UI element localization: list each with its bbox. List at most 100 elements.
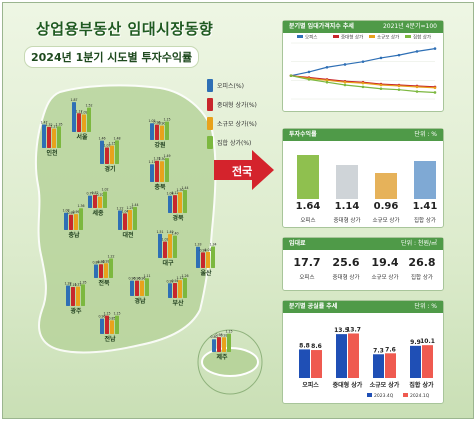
region-bar-서울-3 bbox=[87, 107, 91, 132]
rent-collective-label: 집합 상가 bbox=[411, 275, 433, 281]
rent-panel-header: 임대료 단위 : 천원/㎡ bbox=[283, 238, 443, 250]
rent-large-value: 25.6 bbox=[332, 256, 360, 269]
building-illustrations bbox=[297, 155, 436, 199]
region-bar-대전-3 bbox=[133, 206, 137, 230]
trend-point-집합 상가-4 bbox=[361, 85, 365, 89]
rent-office-value: 17.7 bbox=[293, 256, 321, 269]
trend-legend-swatch-오피스 bbox=[297, 35, 303, 38]
region-value-부산-3: 1.26 bbox=[181, 274, 188, 278]
page-subtitle: 2024년 1분기 시도별 투자수익률 bbox=[24, 46, 200, 68]
trend-legend-swatch-소규모 상가 bbox=[369, 35, 375, 38]
trend-legend-label-오피스: 오피스 bbox=[305, 34, 317, 41]
trend-legend-label-집합 상가: 집합 상가 bbox=[413, 34, 431, 41]
vacancy-bar-집합 상가-2023.4Q bbox=[410, 345, 421, 378]
region-bar-울산-1 bbox=[201, 252, 205, 268]
region-value-대구-3: 1.40 bbox=[171, 232, 178, 236]
region-value-대전-0: 1.22 bbox=[116, 206, 123, 210]
region-value-전북-2: 0.92 bbox=[102, 259, 109, 263]
trend-point-오피스-4 bbox=[361, 60, 365, 63]
vacancy-category-소규모 상가: 소규모 상가 bbox=[370, 381, 400, 389]
region-bar-제주-3 bbox=[227, 333, 231, 352]
region-label-경남: 경남 bbox=[134, 297, 146, 305]
region-value-전북-3: 1.22 bbox=[107, 254, 114, 258]
region-bar-대전-0 bbox=[118, 210, 122, 230]
vacancy-legend-swatch-2024.1Q bbox=[403, 393, 408, 397]
region-bar-충남-2 bbox=[74, 214, 78, 230]
region-value-대구-2: 1.49 bbox=[166, 230, 173, 234]
region-value-제주-1: 0.93 bbox=[215, 333, 222, 337]
rent-index-panel-header: 분기별 임대가격지수 추세 2021년 4분기=100 bbox=[283, 21, 443, 33]
region-bar-강원-0 bbox=[150, 123, 154, 140]
vacancy-bar-오피스-2023.4Q bbox=[299, 349, 310, 378]
vacancy-bar-중대형 상가-2023.4Q bbox=[336, 334, 347, 378]
region-bar-서울-2 bbox=[82, 114, 86, 132]
vacancy-value-오피스-2024.1Q: 8.6 bbox=[311, 343, 322, 350]
vacancy-legend-label-2023.4Q: 2023.4Q bbox=[374, 393, 394, 399]
vacancy-panel: 분기별 공실률 추세 단위 : % 8.8 8.6 오피스 13.5 13.7 중대형 상… bbox=[282, 300, 444, 404]
trend-point-집합 상가-0 bbox=[289, 74, 293, 77]
trend-point-오피스-2 bbox=[325, 65, 329, 69]
trend-point-소규모 상가-2 bbox=[325, 79, 329, 82]
region-label-대전: 대전 bbox=[122, 231, 134, 239]
region-bar-경북-2 bbox=[178, 192, 182, 213]
vacancy-bar-소규모 상가-2023.4Q bbox=[373, 354, 384, 378]
region-value-부산-0: 0.92 bbox=[166, 279, 173, 283]
region-value-충남-3: 1.36 bbox=[77, 204, 84, 208]
region-bar-세종-1 bbox=[93, 194, 97, 208]
region-bar-대전-2 bbox=[128, 210, 132, 230]
vacancy-value-중대형 상가-2024.1Q: 13.7 bbox=[346, 326, 361, 333]
rent-panel: 임대료 단위 : 천원/㎡ 17.7 25.6 19.4 26.8 오피스 중대… bbox=[282, 237, 444, 291]
legend-collective: 집합 상가(%) bbox=[207, 133, 257, 152]
small-store-building-icon bbox=[375, 173, 397, 199]
national-arrow-label: 전국 bbox=[232, 165, 253, 178]
region-bar-서울-0 bbox=[72, 102, 76, 132]
region-bar-경기-1 bbox=[105, 147, 109, 164]
region-bar-세종-2 bbox=[98, 196, 102, 208]
region-value-서울-0: 1.87 bbox=[70, 98, 77, 102]
region-bar-전북-1 bbox=[99, 264, 103, 278]
region-value-대구-0: 1.51 bbox=[156, 230, 163, 234]
region-bar-경기-3 bbox=[115, 140, 119, 164]
jeju-island-shape bbox=[201, 347, 259, 377]
return-collective-value: 1.41 bbox=[412, 201, 438, 212]
vacancy-bar-chart: 8.8 8.6 오피스 13.513.7 중대형 상가 7.3 7.6 소규모 상가 9.9 10… bbox=[299, 326, 435, 399]
region-value-경남-0: 0.96 bbox=[128, 277, 135, 281]
region-label-경기: 경기 bbox=[104, 165, 115, 173]
region-value-광주-2: 1.21 bbox=[74, 283, 81, 287]
vacancy-value-중대형 상가-2023.4Q: 13.5 bbox=[334, 327, 349, 334]
region-value-충북-1: 1.33 bbox=[153, 157, 160, 161]
vacancy-category-오피스: 오피스 bbox=[302, 381, 319, 389]
region-bar-전북-2 bbox=[104, 263, 108, 278]
region-bar-충북-2 bbox=[160, 161, 164, 182]
region-bar-대전-1 bbox=[123, 213, 127, 230]
region-value-인천-1: 1.32 bbox=[45, 123, 52, 127]
region-value-광주-0: 1.28 bbox=[64, 282, 71, 286]
region-value-경북-3: 1.44 bbox=[181, 186, 188, 190]
region-value-대전-1: 1.04 bbox=[121, 209, 128, 213]
region-value-인천-0: 1.47 bbox=[40, 120, 47, 124]
region-label-부산: 부산 bbox=[172, 299, 184, 307]
investment-return-panel: 투자수익률 단위 : % 1.64 1.14 0.96 1.41 오피스 중대형… bbox=[282, 128, 444, 228]
trend-legend-label-중대형 상가: 중대형 상가 bbox=[341, 34, 363, 41]
trend-point-집합 상가-3 bbox=[343, 83, 347, 87]
rent-large-label: 중대형 상가 bbox=[332, 275, 360, 281]
region-bar-강원-3 bbox=[165, 121, 169, 140]
region-value-부산-1: 0.94 bbox=[171, 279, 178, 283]
region-bar-울산-0 bbox=[196, 246, 200, 268]
region-value-경기-2: 1.15 bbox=[108, 142, 115, 146]
trend-legend-swatch-집합 상가 bbox=[405, 35, 411, 38]
trend-point-소규모 상가-4 bbox=[361, 81, 365, 85]
return-large-value: 1.14 bbox=[334, 201, 360, 212]
trend-point-집합 상가-7 bbox=[415, 90, 419, 93]
region-value-전북-1: 0.86 bbox=[97, 260, 104, 264]
collective-store-building-icon bbox=[414, 161, 436, 199]
region-label-충남: 충남 bbox=[68, 231, 80, 239]
region-value-부산-2: 1.12 bbox=[176, 276, 183, 280]
region-value-경기-0: 1.46 bbox=[98, 137, 105, 141]
region-bar-충북-0 bbox=[150, 164, 154, 182]
region-label-충북: 충북 bbox=[154, 183, 166, 191]
large-store-building-icon bbox=[336, 165, 358, 199]
vacancy-category-집합 상가: 집합 상가 bbox=[409, 381, 434, 389]
trend-point-집합 상가-8 bbox=[433, 91, 437, 94]
region-value-제주-3: 1.15 bbox=[225, 330, 232, 334]
